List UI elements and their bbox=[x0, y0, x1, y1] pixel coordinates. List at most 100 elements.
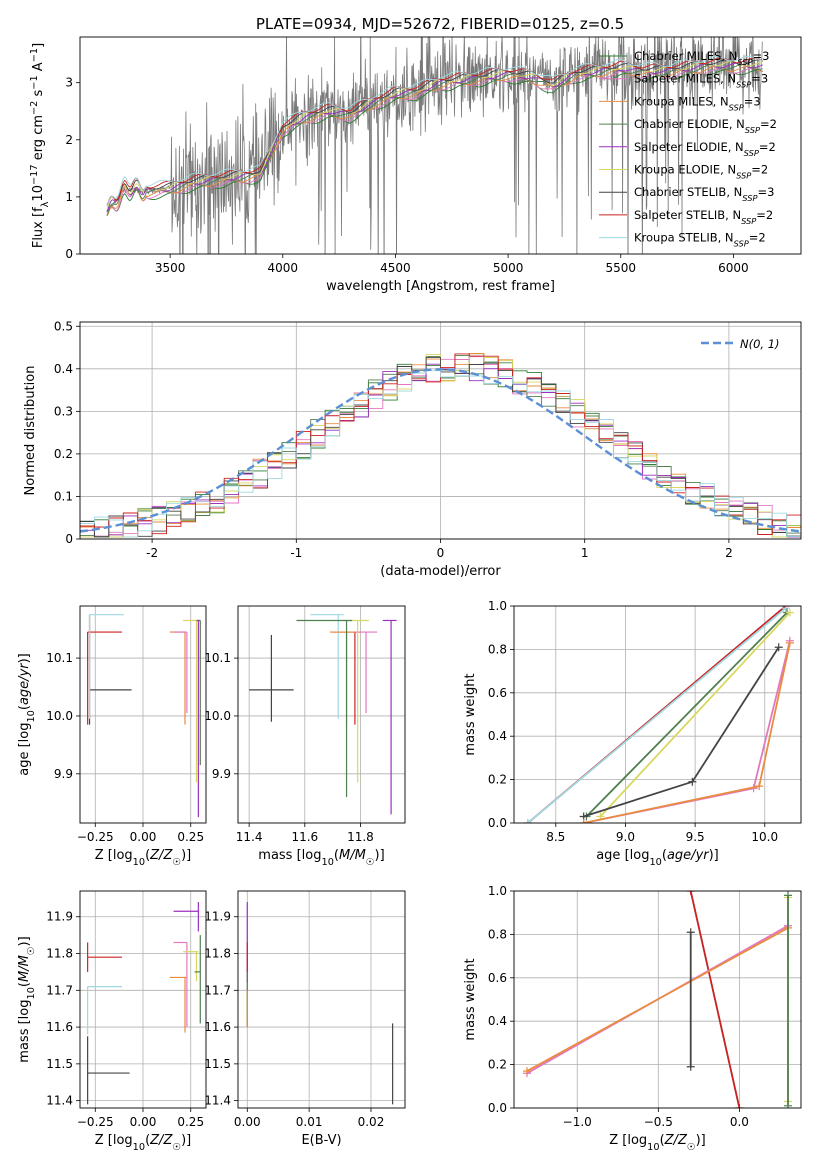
x-axis-label: age [log10(age/yr)] bbox=[596, 848, 719, 868]
data-point bbox=[173, 902, 199, 932]
y-tick-label: 11.8 bbox=[204, 947, 231, 961]
mass_vs_ebv-plot bbox=[246, 902, 394, 1105]
x-tick-label: 4500 bbox=[380, 261, 411, 275]
y-tick-label: 0.8 bbox=[488, 642, 507, 656]
data-point bbox=[169, 976, 187, 1033]
y-tick-label: 1 bbox=[65, 190, 73, 204]
weight-marker bbox=[522, 1067, 531, 1076]
data-point bbox=[88, 614, 124, 719]
y-tick-label: 0.2 bbox=[54, 447, 73, 461]
x-tick-label: 1 bbox=[581, 546, 589, 560]
weight-marker bbox=[688, 777, 697, 786]
y-tick-label: 9.9 bbox=[54, 767, 73, 781]
x-axis-label: E(B-V) bbox=[301, 1133, 341, 1148]
spectrum-axes: 3500 4000 4500 5000 5500 6000 0 1 2 3 bbox=[65, 76, 748, 275]
massweight_vs_Z-frame bbox=[513, 890, 802, 1109]
residuals-frame bbox=[79, 321, 802, 540]
y-tick-label: 9.9 bbox=[212, 767, 231, 781]
weight-series-5 bbox=[579, 643, 783, 821]
y-tick-label: 0.6 bbox=[488, 686, 507, 700]
weight-marker bbox=[774, 643, 783, 652]
y-tick-label: 1.0 bbox=[488, 599, 507, 613]
mass_vs_ebv-axes: 0.00 0.01 0.02 11.4 11.5 11.6 11.7 11.8 11.9 bbox=[204, 891, 405, 1129]
x-tick-label: -1 bbox=[290, 546, 302, 560]
y-tick-label: 0 bbox=[65, 532, 73, 546]
data-point bbox=[87, 631, 122, 725]
age_vs_mass-axes: 11.4 11.6 11.8 9.9 10.0 10.1 bbox=[204, 606, 405, 844]
x-axis-label: mass [log10(M/M☉)] bbox=[258, 848, 384, 868]
x-tick-label: 8.5 bbox=[546, 830, 565, 844]
x-tick-label: 11.8 bbox=[347, 830, 374, 844]
x-tick-label: 0 bbox=[437, 546, 445, 560]
weight-series-5 bbox=[686, 928, 695, 1071]
x-tick-label: 5000 bbox=[493, 261, 524, 275]
x-tick-label: 11.6 bbox=[291, 830, 318, 844]
x-tick-label: 0.00 bbox=[130, 1115, 157, 1129]
x-tick-label: 0.25 bbox=[177, 830, 204, 844]
x-axis-label: Z [log10(Z/Z☉)] bbox=[95, 1133, 192, 1153]
x-tick-label: 10.0 bbox=[751, 830, 778, 844]
age_vs_Z-axes: −0.25 0.00 0.25 9.9 10.0 10.1 bbox=[46, 606, 206, 844]
legend-label: Kroupa STELIB, NSSP=2 bbox=[634, 231, 766, 249]
data-point bbox=[87, 942, 122, 972]
y-tick-label: 11.9 bbox=[204, 910, 231, 924]
age_vs_Z-frame bbox=[79, 605, 207, 824]
y-tick-label: 11.6 bbox=[204, 1020, 231, 1034]
y-axis-label: mass weight bbox=[463, 673, 478, 755]
y-tick-label: 0.8 bbox=[488, 927, 507, 941]
y-tick-label: 0.0 bbox=[488, 816, 507, 830]
weight-marker bbox=[686, 1062, 695, 1071]
weight-series-2 bbox=[686, 891, 744, 1108]
residual-histogram-6 bbox=[80, 354, 801, 539]
y-tick-label: 10.0 bbox=[204, 709, 231, 723]
massweight_vs_age-frame bbox=[513, 605, 802, 824]
y-tick-label: 0.2 bbox=[488, 1058, 507, 1072]
y-axis-label: Flux [fλ10−17 erg cm−2 s−1 A−1] bbox=[29, 43, 51, 248]
y-axis-label: mass weight bbox=[463, 958, 478, 1040]
y-tick-label: 3 bbox=[65, 76, 73, 90]
data-point bbox=[296, 619, 353, 797]
weight-line bbox=[599, 611, 791, 818]
data-point bbox=[194, 935, 201, 1024]
y-tick-label: 11.9 bbox=[46, 910, 73, 924]
legend-label: Chabrier MILES, NSSP=3 bbox=[634, 49, 769, 67]
y-tick-label: 2 bbox=[65, 133, 73, 147]
x-tick-label: −0.25 bbox=[77, 830, 114, 844]
legend-label: Chabrier ELODIE, NSSP=2 bbox=[634, 117, 777, 135]
x-tick-label: −0.25 bbox=[77, 1115, 114, 1129]
age_vs_mass-plot bbox=[249, 614, 397, 815]
data-point bbox=[87, 986, 122, 1035]
residual-legend: N(0, 1) bbox=[701, 337, 780, 351]
age_vs_Z-plot bbox=[87, 614, 201, 818]
weight-line bbox=[689, 891, 741, 1108]
y-tick-label: 0.6 bbox=[488, 971, 507, 985]
weight-marker bbox=[686, 891, 695, 895]
legend-label: N(0, 1) bbox=[740, 337, 780, 351]
legend-label: Kroupa ELODIE, NSSP=2 bbox=[634, 163, 768, 181]
spectrum-legend: Chabrier MILES, NSSP=3 Salpeter MILES, NS… bbox=[599, 49, 777, 249]
weight-series-7 bbox=[784, 891, 793, 1108]
y-tick-label: 11.5 bbox=[46, 1057, 73, 1071]
mass_vs_Z-plot bbox=[87, 902, 201, 1105]
legend-label: Chabrier STELIB, NSSP=3 bbox=[634, 185, 774, 203]
y-tick-label: 10.1 bbox=[204, 651, 231, 665]
x-tick-label: 5500 bbox=[605, 261, 636, 275]
weight-marker bbox=[755, 782, 764, 791]
residual-plot bbox=[80, 353, 801, 539]
x-tick-label: 4000 bbox=[268, 261, 299, 275]
y-tick-label: 11.4 bbox=[204, 1094, 231, 1108]
x-axis-label: Z [log10(Z/Z☉)] bbox=[609, 1133, 706, 1153]
y-tick-label: 11.4 bbox=[46, 1094, 73, 1108]
age_vs_mass-frame bbox=[237, 605, 406, 824]
x-tick-label: 0.01 bbox=[296, 1115, 323, 1129]
weight-line bbox=[585, 611, 788, 818]
y-tick-label: 0.2 bbox=[488, 773, 507, 787]
y-tick-label: 11.7 bbox=[204, 983, 231, 997]
y-axis-label: Normed distribution bbox=[23, 366, 38, 496]
y-tick-label: 11.8 bbox=[46, 947, 73, 961]
weight-marker bbox=[785, 608, 794, 617]
x-tick-label: −0.5 bbox=[644, 1115, 673, 1129]
y-tick-label: 11.5 bbox=[204, 1057, 231, 1071]
mass_vs_Z-frame bbox=[79, 890, 207, 1109]
weight-marker bbox=[579, 819, 588, 823]
